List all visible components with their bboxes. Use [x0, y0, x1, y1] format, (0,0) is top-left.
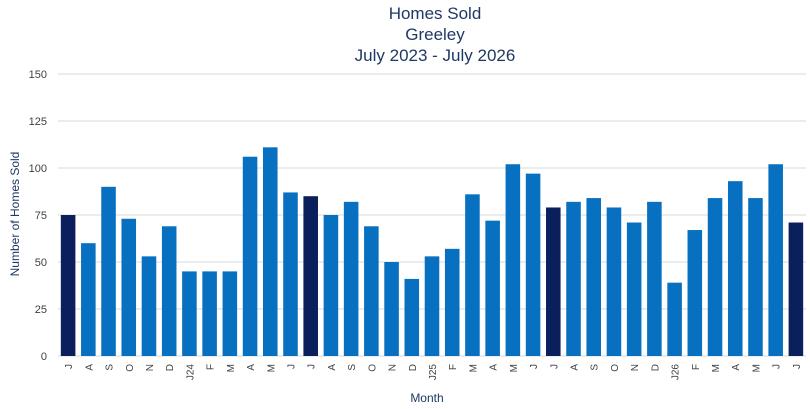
y-tick-label: 75	[35, 210, 47, 222]
bar	[525, 173, 541, 356]
bar	[303, 196, 318, 356]
x-tick-label: O	[367, 364, 378, 372]
x-tick-label: S	[347, 364, 358, 371]
bar	[283, 192, 298, 356]
y-tick-label: 25	[35, 304, 47, 316]
bar	[768, 164, 783, 356]
bar	[546, 207, 561, 356]
bar	[141, 256, 157, 356]
x-tick-label: A	[84, 364, 95, 371]
y-axis-label: Number of Homes Sold	[8, 152, 22, 277]
bar	[465, 194, 480, 356]
bar	[626, 222, 642, 356]
x-tick-label: J	[286, 364, 297, 369]
x-tick-label: J	[529, 364, 540, 369]
bar	[687, 230, 703, 356]
bar	[647, 201, 662, 356]
x-tick-label: J	[307, 364, 318, 369]
x-tick-label: J24	[185, 364, 196, 381]
y-tick-label: 125	[29, 116, 47, 128]
bar	[323, 215, 339, 356]
bar	[485, 220, 500, 356]
bar	[586, 198, 602, 356]
bar	[606, 207, 622, 356]
bar	[424, 256, 440, 356]
x-tick-label: J	[64, 364, 75, 369]
bar	[384, 262, 399, 356]
y-tick-label: 0	[41, 351, 47, 363]
x-tick-label: O	[125, 364, 136, 372]
bar	[161, 226, 177, 356]
x-tick-label: N	[145, 364, 156, 371]
x-tick-label: M	[226, 364, 237, 372]
bar	[707, 198, 723, 356]
x-tick-label: M	[751, 364, 762, 372]
y-tick-label: 150	[29, 69, 47, 81]
x-tick-label: S	[590, 364, 601, 371]
bar	[444, 248, 460, 356]
bar	[60, 215, 76, 356]
x-tick-label: A	[570, 364, 581, 371]
x-tick-label: N	[630, 364, 641, 371]
x-axis-ticks: J A S O N D J24 F M A M J J A S O N D J25 F M A M J J A S O N D J26 F M A…	[64, 364, 803, 381]
x-tick-label: O	[610, 364, 621, 372]
bar	[242, 156, 258, 356]
bar	[222, 271, 238, 356]
x-tick-label: A	[489, 364, 500, 371]
bar	[404, 278, 420, 356]
bar	[727, 181, 743, 356]
bar	[566, 201, 581, 356]
x-tick-label: A	[731, 364, 742, 371]
x-tick-label: N	[388, 364, 399, 371]
x-tick-label: M	[266, 364, 277, 372]
chart-title-line-1: Homes Sold	[388, 4, 482, 23]
x-tick-label: J	[792, 364, 803, 369]
bar	[343, 201, 359, 356]
x-tick-label: M	[711, 364, 722, 372]
x-tick-label: A	[246, 364, 257, 371]
x-tick-label: J26	[671, 364, 682, 381]
x-tick-label: D	[165, 364, 176, 371]
x-tick-label: A	[327, 364, 338, 371]
y-axis-ticks: 0 25 50 75 100 125 150	[29, 69, 47, 363]
bars	[60, 147, 804, 356]
bar	[121, 218, 137, 356]
x-tick-label: F	[206, 364, 217, 370]
bar	[101, 186, 116, 356]
x-tick-label: D	[650, 364, 661, 371]
x-tick-label: S	[105, 364, 116, 371]
bar	[788, 222, 804, 356]
bar	[748, 198, 763, 356]
y-tick-label: 50	[35, 257, 47, 269]
bar	[182, 271, 197, 356]
x-tick-label: J25	[428, 364, 439, 381]
x-tick-label: J	[549, 364, 560, 369]
bar	[262, 147, 278, 356]
chart-title-line-2: Greeley	[405, 25, 465, 44]
x-tick-label: F	[691, 364, 702, 370]
x-tick-label: F	[448, 364, 459, 370]
y-tick-label: 100	[29, 163, 47, 175]
x-tick-label: M	[509, 364, 520, 372]
chart-title-line-3: July 2023 - July 2026	[354, 46, 516, 65]
bar	[202, 271, 217, 356]
bar	[81, 243, 96, 356]
x-tick-label: M	[468, 364, 479, 372]
x-tick-label: J	[772, 364, 783, 369]
bar	[667, 282, 682, 356]
bar	[364, 226, 379, 356]
bar	[505, 164, 521, 356]
x-tick-label: D	[408, 364, 419, 371]
x-axis-label: Month	[410, 391, 443, 405]
